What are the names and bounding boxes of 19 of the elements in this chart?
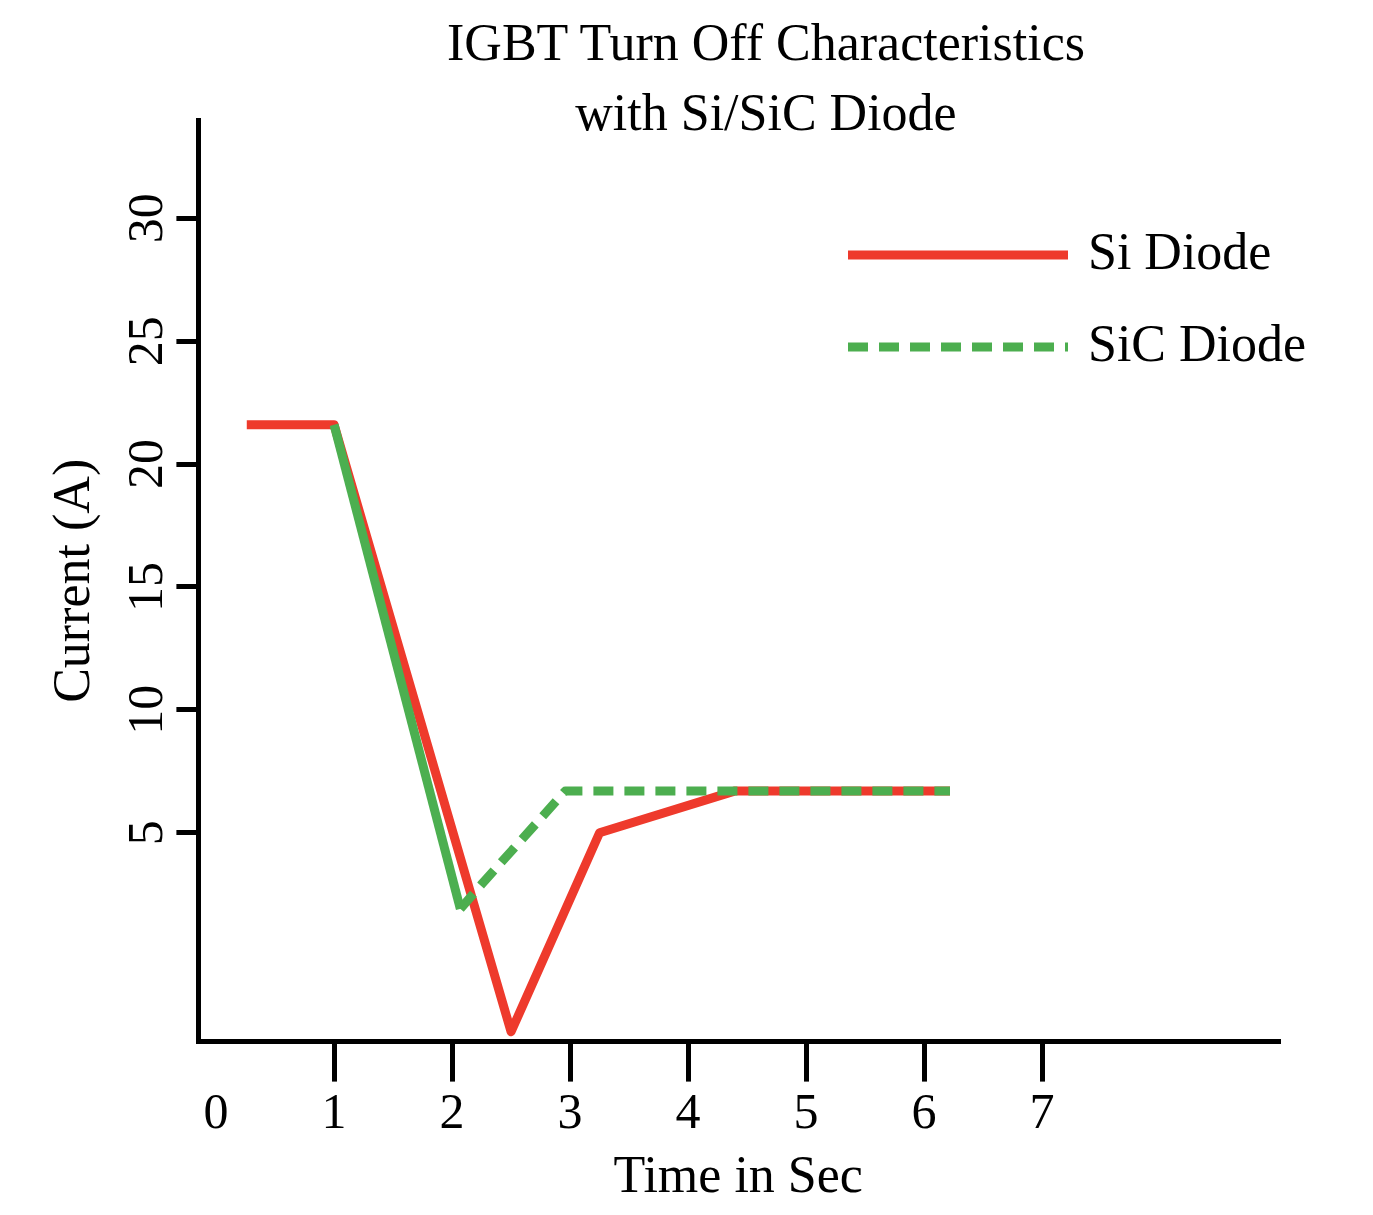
chart-title: IGBT Turn Off Characteristics with Si/SiC Diode [446,13,1086,144]
x-tick-label: 5 [793,1082,819,1139]
x-axis-title: Time in Sec [613,1146,863,1204]
legend-label: Si Diode [1088,222,1272,280]
y-tick-label: 20 [116,439,173,490]
y-axis-title: Current (A) [42,458,101,703]
y-tick-label: 25 [116,316,173,367]
x-tick-label: 1 [321,1082,347,1139]
y-tick-label: 15 [116,561,173,612]
y-tick-label: 10 [116,684,173,735]
x-tick-label: 3 [557,1082,583,1139]
x-tick-label: 2 [439,1082,465,1139]
x-tick-label: 4 [675,1082,701,1139]
x-tick-label: 0 [203,1082,229,1139]
y-tick-label: 5 [116,820,173,846]
x-tick-label: 6 [911,1082,937,1139]
y-tick-label: 30 [116,193,173,244]
legend-label: SiC Diode [1088,314,1307,372]
x-tick-label: 7 [1029,1082,1055,1139]
